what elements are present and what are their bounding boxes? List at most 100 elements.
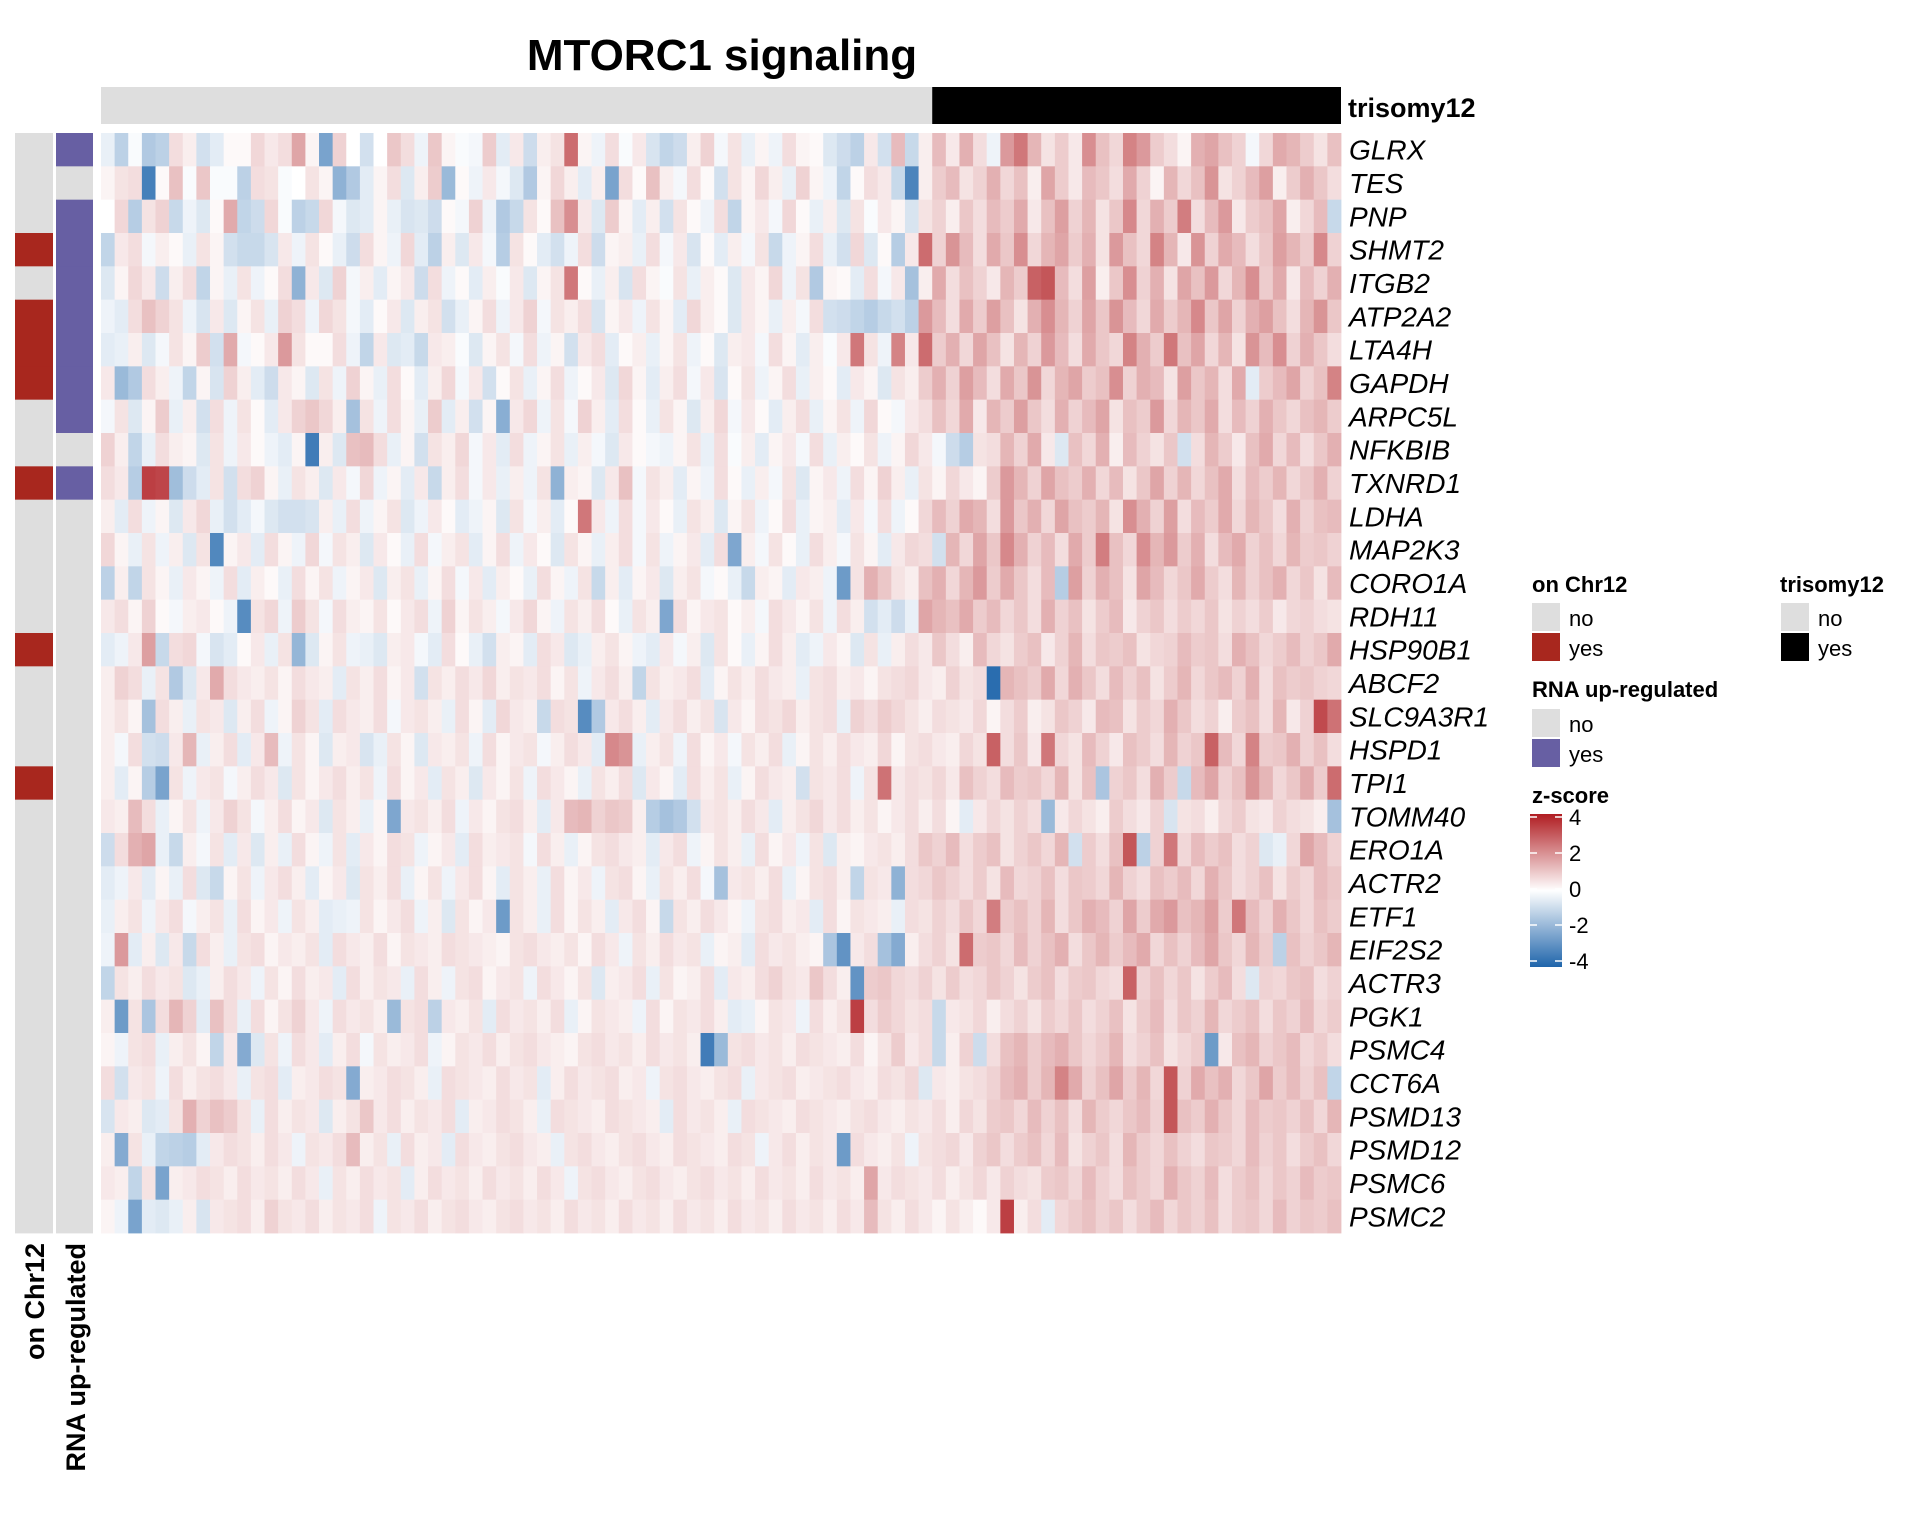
heatmap-cell — [646, 133, 661, 167]
heatmap-cell — [223, 1166, 238, 1201]
heatmap-cell — [291, 866, 306, 901]
heatmap-cell — [632, 1033, 647, 1067]
heatmap-cell — [101, 1066, 116, 1101]
heatmap-cell — [1122, 399, 1138, 434]
heatmap-cell — [904, 433, 919, 467]
rna-annotation-cell — [56, 333, 93, 367]
heatmap-cell — [400, 599, 415, 634]
heatmap-cell — [373, 333, 388, 367]
heatmap-cell — [1150, 566, 1165, 601]
heatmap-cell — [646, 699, 661, 734]
heatmap-cell — [564, 666, 579, 701]
heatmap-cell — [782, 799, 797, 834]
heatmap-cell — [114, 333, 129, 367]
heatmap-cell — [850, 533, 865, 567]
heatmap-cell — [182, 166, 197, 201]
heatmap-cell — [1068, 899, 1083, 934]
heatmap-cell — [577, 466, 592, 501]
heatmap-cell — [1082, 833, 1097, 867]
heatmap-cell — [1300, 433, 1315, 467]
heatmap-cell — [850, 1166, 865, 1201]
heatmap-cell — [196, 1133, 211, 1167]
heatmap-cell — [945, 366, 960, 401]
heatmap-cell — [264, 333, 279, 367]
heatmap-cell — [1027, 766, 1042, 801]
heatmap-cell — [441, 699, 456, 734]
heatmap-cell — [141, 833, 156, 867]
heatmap-cell — [250, 433, 265, 467]
heatmap-cell — [646, 1166, 661, 1201]
heatmap-cell — [278, 899, 293, 934]
heatmap-cell — [1272, 533, 1287, 567]
heatmap-cell — [646, 266, 661, 301]
heatmap-cell — [809, 866, 824, 901]
heatmap-cell — [1313, 433, 1328, 467]
heatmap-cell — [1109, 166, 1124, 201]
legend-chr12-yes-swatch — [1532, 633, 1560, 661]
heatmap-cell — [659, 166, 674, 201]
heatmap-cell — [223, 1066, 238, 1101]
heatmap-cell — [1286, 933, 1301, 967]
heatmap-cell — [1313, 933, 1328, 967]
heatmap-cell — [1000, 1166, 1015, 1201]
heatmap-cell — [959, 133, 974, 167]
heatmap-cell — [659, 199, 674, 234]
heatmap-cell — [1177, 566, 1192, 601]
heatmap-cell — [359, 933, 374, 967]
heatmap-cell — [332, 766, 347, 801]
heatmap-cell — [1027, 633, 1042, 667]
heatmap-cell — [973, 399, 988, 434]
heatmap-cell — [591, 566, 606, 601]
heatmap-cell — [1191, 766, 1206, 801]
heatmap-cell — [1231, 233, 1247, 267]
heatmap-cell — [1082, 1033, 1097, 1067]
heatmap-cell — [1245, 199, 1260, 234]
heatmap-cell — [264, 1099, 279, 1134]
zscore-tick-label: -4 — [1569, 949, 1589, 974]
heatmap-cell — [618, 633, 633, 667]
chr12-annotation-cell — [15, 566, 53, 601]
heatmap-cell — [945, 866, 960, 901]
heatmap-cell — [795, 1199, 810, 1234]
heatmap-cell — [945, 266, 960, 301]
heatmap-cell — [700, 899, 715, 934]
heatmap-cell — [727, 266, 742, 301]
heatmap-cell — [564, 999, 579, 1034]
heatmap-cell — [319, 599, 334, 634]
heatmap-cell — [768, 266, 783, 301]
heatmap-cell — [1218, 666, 1233, 701]
heatmap-cell — [400, 699, 415, 734]
heatmap-cell — [373, 766, 388, 801]
heatmap-cell — [823, 699, 838, 734]
heatmap-cell — [1095, 733, 1110, 767]
heatmap-cell — [319, 1199, 334, 1234]
heatmap-cell — [1013, 599, 1028, 634]
heatmap-cell — [877, 833, 892, 867]
heatmap-cell — [755, 633, 770, 667]
heatmap-cell — [1313, 499, 1328, 534]
heatmap-cell — [1204, 333, 1219, 367]
heatmap-cell — [1259, 366, 1274, 401]
heatmap-cell — [1109, 966, 1124, 1001]
heatmap-cell — [1204, 999, 1219, 1034]
heatmap-cell — [223, 499, 238, 534]
heatmap-cell — [441, 566, 456, 601]
heatmap-cell — [700, 266, 715, 301]
heatmap-cell — [646, 499, 661, 534]
heatmap-cell — [210, 1166, 225, 1201]
heatmap-cell — [1013, 133, 1028, 167]
heatmap-cell — [237, 1066, 252, 1101]
heatmap-cell — [632, 933, 647, 967]
heatmap-cell — [741, 866, 756, 901]
heatmap-cell — [359, 733, 374, 767]
chr12-annotation-cell — [15, 799, 53, 834]
heatmap-cell — [387, 699, 402, 734]
heatmap-cell — [1054, 1199, 1069, 1234]
heatmap-cell — [428, 133, 443, 167]
heatmap-cell — [210, 266, 225, 301]
heatmap-cell — [250, 1099, 265, 1134]
heatmap-cell — [932, 499, 947, 534]
heatmap-cell — [864, 933, 879, 967]
heatmap-cell — [237, 166, 252, 201]
